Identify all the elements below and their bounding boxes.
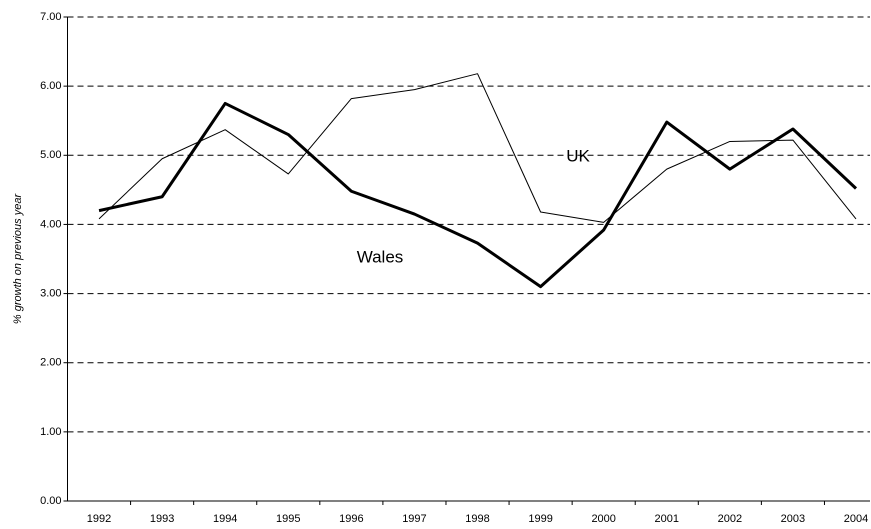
y-tick-label: 4.00 <box>40 218 61 230</box>
y-tick-label: 3.00 <box>40 287 61 299</box>
x-tick-label: 2000 <box>591 513 615 525</box>
series-label: Wales <box>357 247 404 266</box>
series-line <box>98 101 858 289</box>
y-tick-label: 0.00 <box>40 495 61 507</box>
y-tick-label: 6.00 <box>40 80 61 92</box>
x-tick-label: 1996 <box>339 513 363 525</box>
y-tick-label: 1.00 <box>40 426 61 438</box>
x-tick-label: 2001 <box>655 513 679 525</box>
x-tick-label: 1995 <box>276 513 300 525</box>
y-tick-label: 5.00 <box>40 149 61 161</box>
series-line <box>98 73 857 223</box>
x-tick-label: 1992 <box>87 513 111 525</box>
x-tick-label: 1998 <box>465 513 489 525</box>
x-tick-label: 1999 <box>528 513 552 525</box>
x-tick-label: 2004 <box>844 513 868 525</box>
x-tick-label: 1994 <box>213 513 237 525</box>
y-axis-label: % growth on previous year <box>12 193 24 325</box>
x-tick-label: 1993 <box>150 513 174 525</box>
x-tick-label: 1997 <box>402 513 426 525</box>
x-tick-label: 2003 <box>781 513 805 525</box>
y-tick-label: 7.00 <box>40 11 61 23</box>
series-label: UK <box>566 146 590 165</box>
x-tick-label: 2002 <box>718 513 742 525</box>
y-tick-label: 2.00 <box>40 357 61 369</box>
